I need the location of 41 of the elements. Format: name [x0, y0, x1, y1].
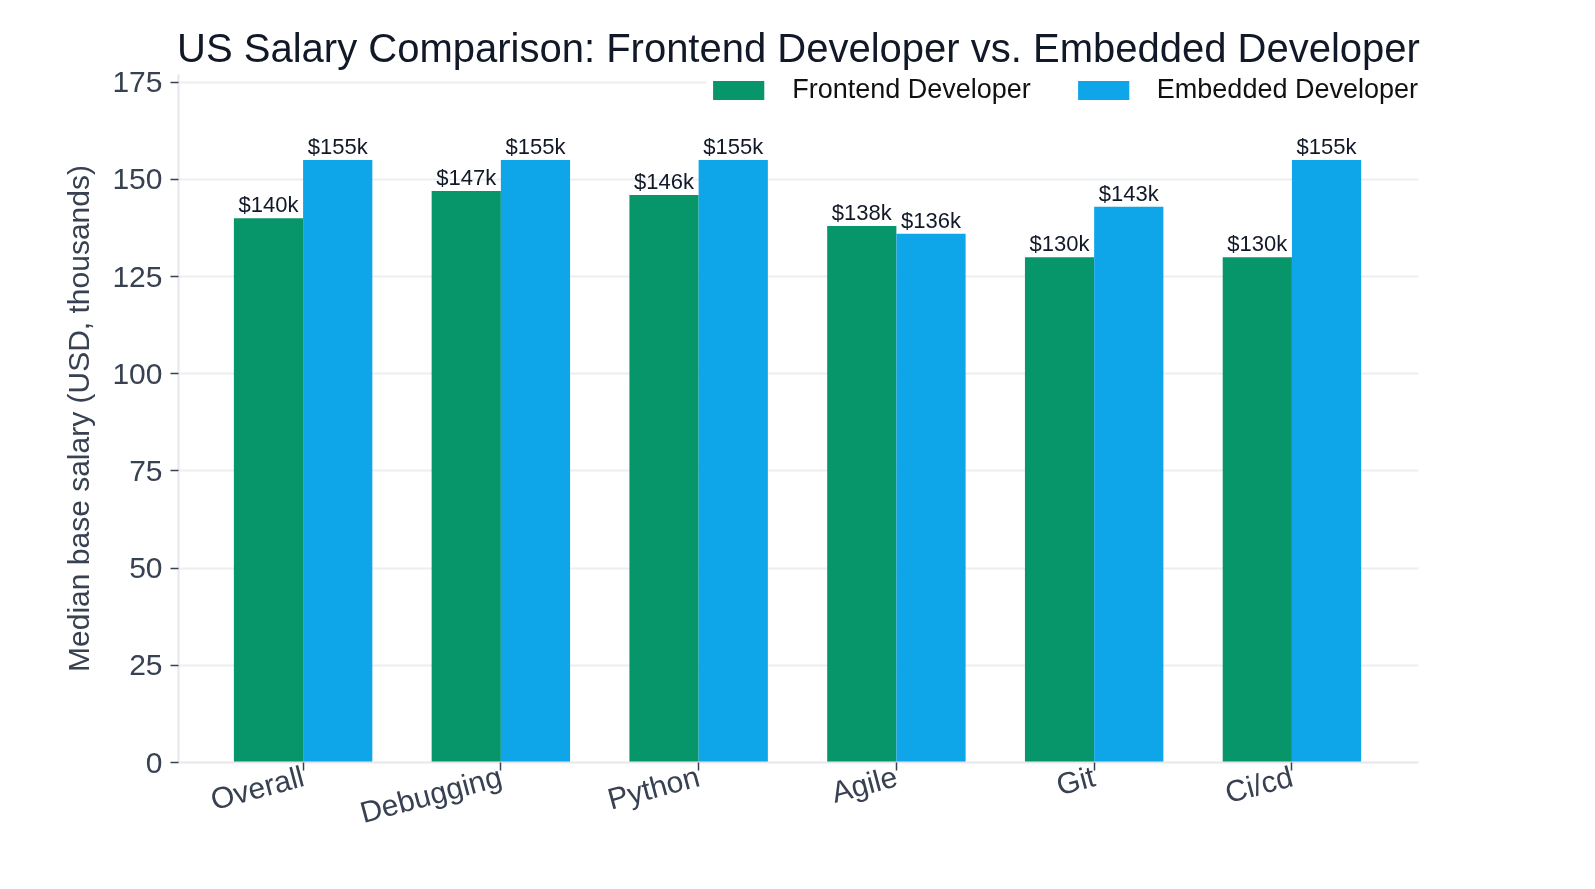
data-label: $147k: [436, 165, 498, 191]
legend-label: Frontend Developer: [792, 74, 1031, 105]
bar: [303, 160, 373, 763]
y-tick-label: 150: [112, 162, 163, 196]
x-tick-label: Ci/cd: [1221, 759, 1297, 810]
data-label: $155k: [1296, 134, 1358, 160]
bar: [1291, 160, 1362, 763]
data-label: $155k: [505, 134, 567, 160]
y-tick-label: 0: [145, 745, 163, 779]
y-axis-title: Median base salary (USD, thousands): [62, 165, 96, 672]
data-label: $130k: [1029, 231, 1091, 257]
y-tick-label: 50: [129, 551, 163, 585]
y-tick-label: 75: [129, 453, 163, 487]
data-label: $155k: [307, 134, 369, 160]
data-label: $155k: [703, 134, 765, 160]
data-label: $136k: [901, 207, 962, 233]
bar: [827, 226, 897, 763]
chart-title: US Salary Comparison: Frontend Developer vs. Embedded Developer: [177, 25, 1420, 70]
y-tick-label: 175: [112, 65, 163, 99]
y-tick-label: 125: [112, 259, 163, 293]
data-label: $146k: [634, 169, 695, 194]
y-tick-label: 25: [129, 648, 163, 682]
y-tick-label: 100: [112, 356, 163, 390]
bar: [629, 195, 699, 763]
data-label: $140k: [238, 192, 300, 218]
bar: [1222, 257, 1292, 763]
x-tick-label: Overall: [207, 759, 308, 817]
data-label: $138k: [831, 200, 893, 226]
x-tick-label: Python: [604, 759, 703, 816]
bar: [1024, 257, 1095, 763]
data-label: $143k: [1098, 180, 1160, 206]
data-label: $130k: [1227, 231, 1289, 257]
bar: [431, 191, 501, 763]
bar: [698, 160, 768, 763]
bar: [896, 233, 966, 763]
x-tick-label: Git: [1052, 759, 1100, 802]
bar: [233, 218, 304, 763]
bar: [500, 160, 571, 763]
bar: [1094, 206, 1164, 763]
legend-label: Embedded Developer: [1156, 74, 1418, 105]
x-tick-label: Agile: [827, 759, 901, 809]
